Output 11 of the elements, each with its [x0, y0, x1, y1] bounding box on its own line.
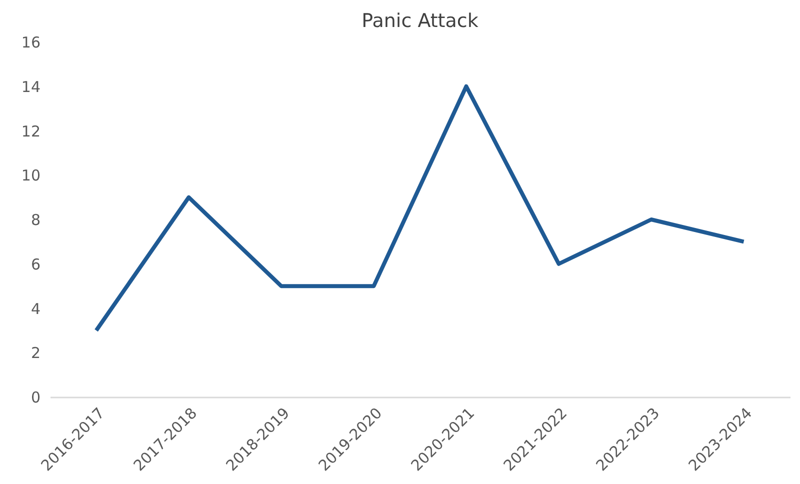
line-series — [94, 84, 746, 332]
y-tick-label: 6 — [30, 255, 40, 274]
y-tick-label: 16 — [21, 34, 40, 52]
chart-title: Panic Attack — [362, 10, 478, 32]
y-tick-label: 0 — [30, 388, 40, 406]
y-tick-label: 10 — [21, 166, 40, 185]
y-tick-label: 4 — [30, 300, 40, 318]
y-tick-label: 8 — [30, 211, 40, 229]
y-tick-label: 14 — [21, 78, 40, 96]
y-tick-label: 2 — [30, 344, 40, 362]
y-tick-label: 12 — [21, 122, 40, 140]
